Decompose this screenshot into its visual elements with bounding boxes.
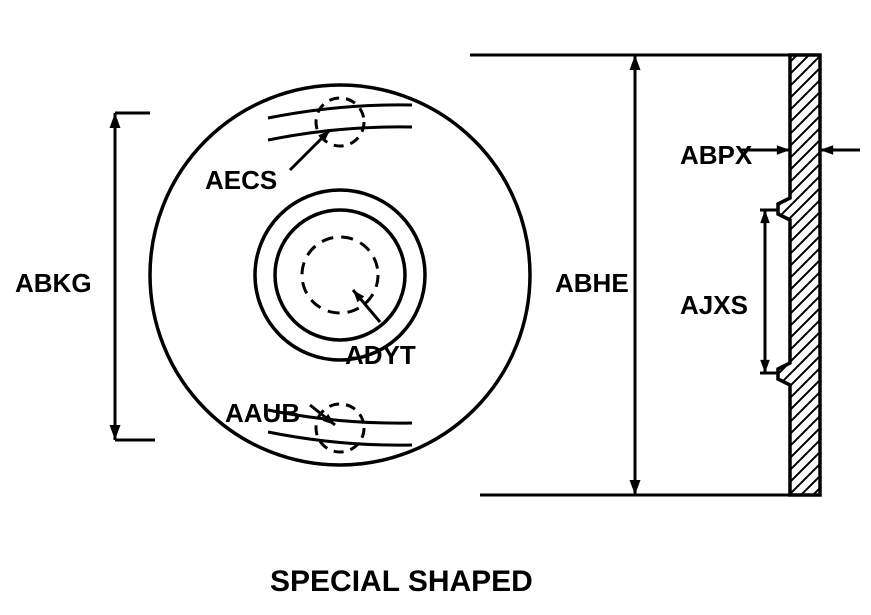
label-abhe: ABHE xyxy=(555,268,629,299)
diagram-title: SPECIAL SHAPED xyxy=(270,565,533,599)
label-ajxs: AJXS xyxy=(680,290,748,321)
label-abkg: ABKG xyxy=(15,268,92,299)
label-adyt: ADYT xyxy=(345,340,416,371)
diagram-container: ABKG AECS ADYT AAUB ABHE ABPX AJXS SPECI… xyxy=(0,0,871,615)
label-aaub: AAUB xyxy=(225,398,300,429)
label-abpx: ABPX xyxy=(680,140,752,171)
label-aecs: AECS xyxy=(205,165,277,196)
